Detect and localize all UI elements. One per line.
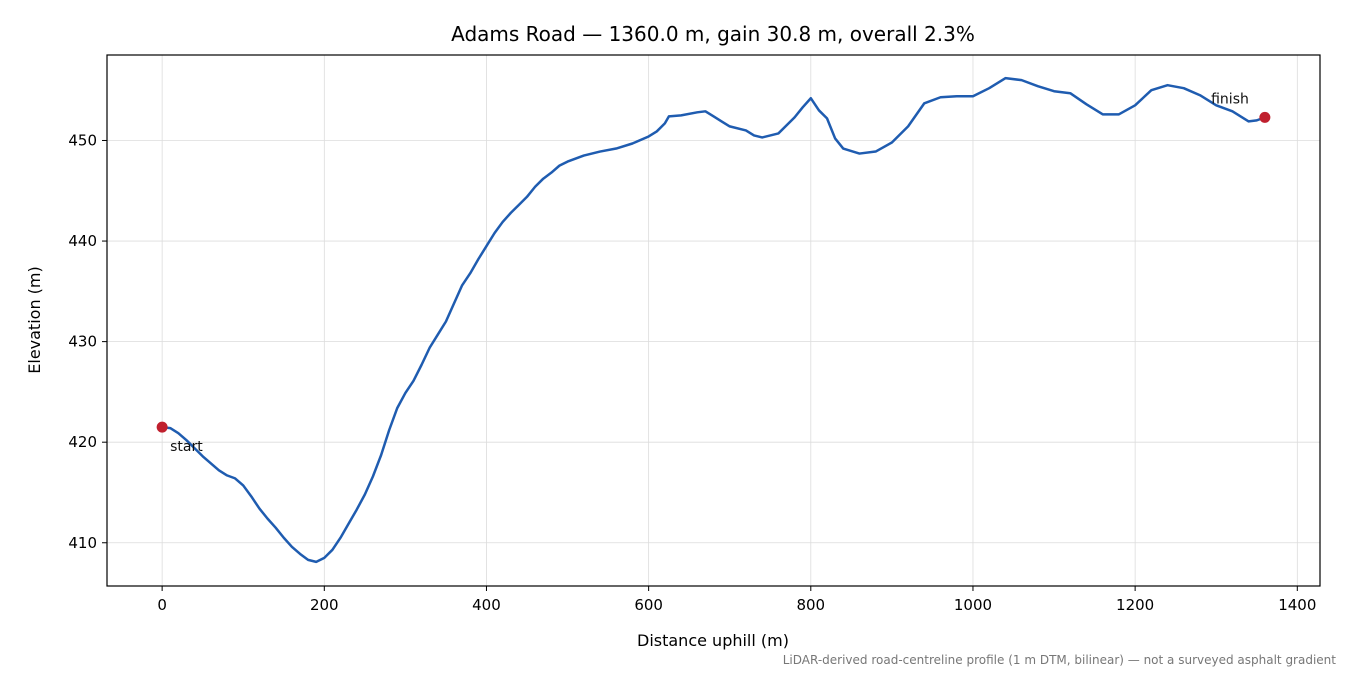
y-tick-label: 420	[68, 433, 97, 451]
y-tick-label: 430	[68, 333, 97, 351]
x-axis-label: Distance uphill (m)	[637, 631, 789, 650]
x-tick-label: 0	[157, 596, 167, 614]
endpoint-marker	[156, 421, 168, 433]
axes-frame	[106, 54, 1321, 587]
x-tick-label: 400	[472, 596, 501, 614]
x-tick-label: 1000	[954, 596, 992, 614]
x-tick-label: 1200	[1116, 596, 1154, 614]
y-tick-label: 450	[68, 131, 97, 149]
y-axis-label: Elevation (m)	[25, 266, 44, 373]
endpoint-label: start	[170, 439, 203, 455]
elevation-line	[161, 76, 1266, 564]
ticks: 0 200 400 600 800 1000 1200 1400 410 420 430 440 450	[68, 131, 1316, 614]
y-tick-label: 410	[68, 534, 97, 552]
plot-area: start finish	[156, 76, 1271, 564]
endpoint-label: finish	[1211, 91, 1249, 107]
x-tick-label: 1400	[1278, 596, 1316, 614]
endpoint-marker	[1259, 111, 1271, 123]
footnote: LiDAR-derived road-centreline profile (1…	[783, 653, 1337, 667]
x-tick-label: 800	[796, 596, 825, 614]
x-tick-label: 200	[310, 596, 339, 614]
chart-title: Adams Road — 1360.0 m, gain 30.8 m, over…	[451, 22, 975, 46]
y-tick-label: 440	[68, 232, 97, 250]
grid	[107, 55, 1320, 586]
x-tick-label: 600	[634, 596, 663, 614]
